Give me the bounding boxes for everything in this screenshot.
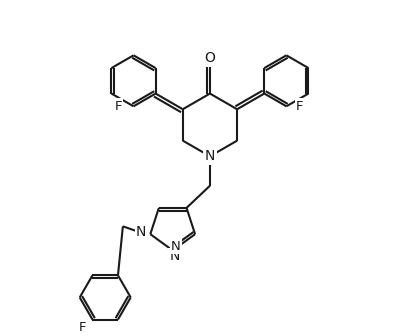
Text: F: F xyxy=(296,100,304,113)
Text: O: O xyxy=(205,51,215,65)
Text: N: N xyxy=(171,240,181,253)
Text: F: F xyxy=(114,100,122,113)
Text: N: N xyxy=(136,225,146,239)
Text: N: N xyxy=(205,149,215,163)
Text: N: N xyxy=(169,249,180,263)
Text: F: F xyxy=(79,321,87,334)
